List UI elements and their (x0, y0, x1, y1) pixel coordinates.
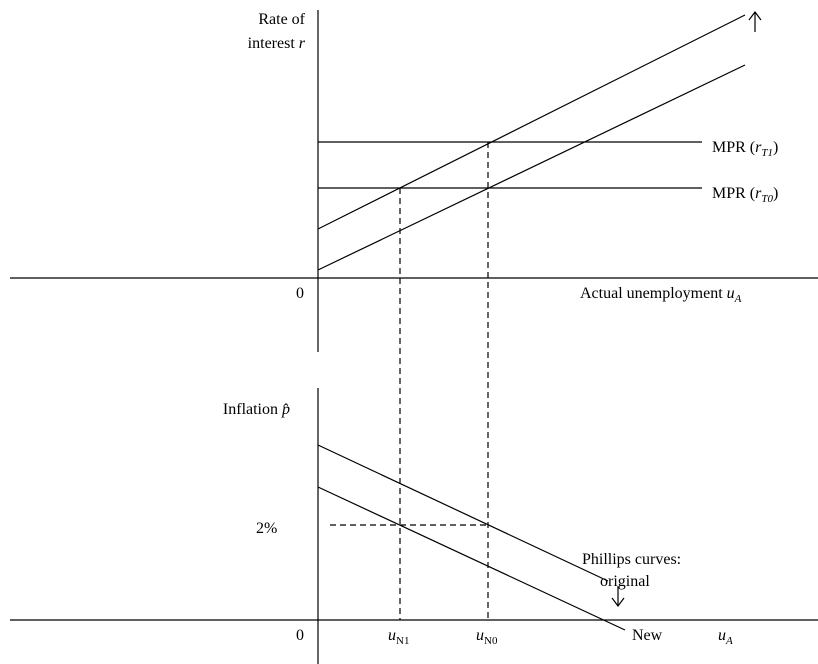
text: ) (773, 139, 778, 156)
y-label: Rate of (258, 11, 305, 28)
x-label: uA (718, 627, 733, 647)
sub: N0 (484, 635, 498, 647)
var: p̂ (281, 401, 290, 418)
arrow-up (748, 11, 762, 32)
var: u (727, 285, 735, 302)
new-label: New (632, 627, 663, 644)
var: r (755, 139, 762, 156)
y-label: Inflation p̂ (223, 401, 290, 418)
var: u (388, 627, 396, 644)
mpr-label: MPR (rT0) (712, 185, 778, 205)
curves-label: Phillips curves: (582, 551, 681, 568)
line-upper (317, 14, 746, 230)
origin: 0 (296, 285, 304, 302)
text: ) (773, 185, 778, 202)
arrow-down (611, 586, 625, 607)
phillips-new (317, 486, 626, 631)
var: r (299, 35, 306, 52)
var: u (718, 627, 726, 644)
x-tick-label: uN0 (476, 627, 498, 647)
var: r (755, 185, 762, 202)
phillips-original (317, 444, 609, 582)
var: u (476, 627, 484, 644)
text: interest (248, 35, 299, 52)
text: Inflation (223, 401, 282, 418)
curves-label: original (600, 573, 650, 590)
line-lower (317, 64, 746, 271)
target-label: 2% (256, 520, 277, 537)
sub: T1 (761, 147, 773, 159)
sub: T0 (761, 193, 773, 205)
origin: 0 (296, 627, 304, 644)
x-label: Actual unemployment uA (580, 285, 742, 305)
sub: A (725, 635, 733, 647)
mpr-label: MPR (rT1) (712, 139, 778, 159)
x-tick-label: uN1 (388, 627, 409, 647)
text: MPR ( (712, 139, 755, 156)
text: MPR ( (712, 185, 755, 202)
y-label: interest r (248, 35, 306, 52)
text: Actual unemployment (580, 285, 727, 302)
sub: N1 (396, 635, 409, 647)
sub: A (734, 293, 742, 305)
